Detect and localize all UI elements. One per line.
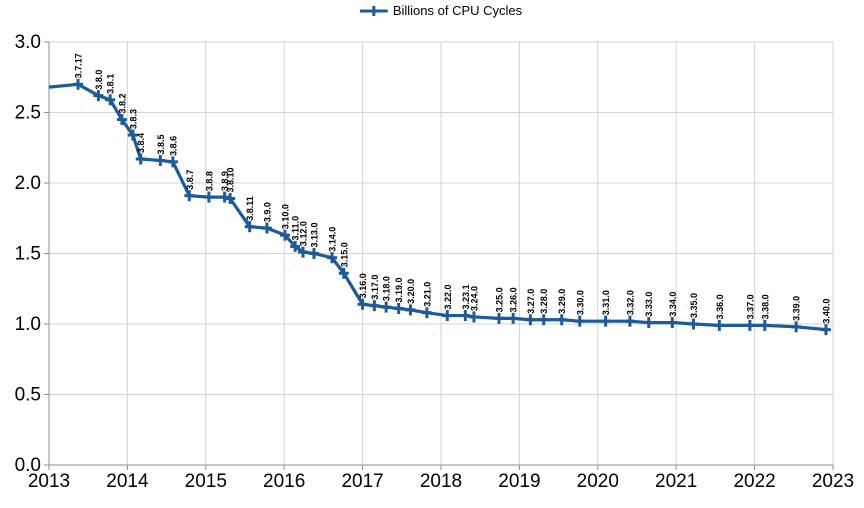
data-point-label: 3.37.0	[745, 294, 755, 319]
data-point-label: 3.8.1	[106, 74, 116, 94]
data-point-label: 3.8.2	[117, 94, 127, 114]
x-tick-label: 2023	[812, 471, 854, 492]
series-line	[48, 82, 827, 332]
data-point-label: 3.13.0	[309, 222, 319, 247]
data-point-label: 3.8.9	[220, 171, 230, 191]
data-point-label: 3.15.0	[339, 242, 349, 267]
data-point-label: 3.35.0	[689, 293, 699, 318]
data-point-label: 3.8.0	[94, 70, 104, 90]
x-tick-label: 2021	[655, 471, 697, 492]
x-tick-label: 2014	[106, 471, 149, 492]
data-point-label: 3.36.0	[715, 294, 725, 319]
data-point-label: 3.29.0	[557, 289, 567, 314]
data-point-label: 3.19.0	[394, 277, 404, 302]
data-point-label: 3.38.0	[760, 294, 770, 319]
data-point-label: 3.28.0	[539, 289, 549, 314]
data-point-label: 3.16.0	[358, 273, 368, 298]
data-point-label: 3.33.0	[644, 292, 654, 317]
y-tick-label: 0.0	[15, 455, 41, 476]
data-point-label: 3.14.0	[328, 227, 338, 252]
data-point-label: 3.34.0	[668, 292, 678, 317]
data-point-label: 3.11.0	[291, 216, 301, 241]
data-point-label: 3.26.0	[509, 287, 519, 312]
y-tick-label: 0.5	[15, 385, 41, 406]
data-point-label: 3.8.7	[185, 170, 195, 190]
x-tick-label: 2019	[498, 471, 540, 492]
x-tick-label: 2015	[185, 471, 227, 492]
y-tick-label: 2.5	[15, 103, 41, 124]
x-tick-label: 2017	[341, 471, 383, 492]
data-point-label: 3.18.0	[382, 276, 392, 301]
data-point-label: 3.12.0	[299, 221, 309, 246]
data-point-label: 3.8.8	[204, 171, 214, 191]
y-tick-label: 2.0	[15, 173, 41, 194]
data-point-label: 3.8.10	[226, 167, 236, 192]
data-point-label: 3.31.0	[601, 290, 611, 315]
legend: Billions of CPU Cycles	[359, 3, 523, 19]
data-point-label: 3.8.11	[245, 196, 255, 221]
data-point-label: 3.40.0	[821, 299, 831, 324]
data-point-label: 3.8.3	[128, 109, 138, 129]
data-point-label: 3.21.0	[422, 282, 432, 307]
data-point-label: 3.8.6	[168, 136, 178, 156]
x-tick-label: 2018	[420, 471, 462, 492]
legend-line-marker-icon	[359, 6, 388, 16]
y-tick-label: 3.0	[15, 32, 41, 53]
data-point-label: 3.24.0	[469, 286, 479, 311]
data-point-label: 3.32.0	[625, 290, 635, 315]
data-point-label: 3.30.0	[575, 290, 585, 315]
data-point-label: 3.17.0	[370, 275, 380, 300]
x-tick-label: 2016	[263, 471, 305, 492]
data-point-label: 3.23.1	[461, 285, 471, 310]
data-point-label: 3.7.17	[74, 53, 84, 78]
data-point-label: 3.10.0	[280, 204, 290, 229]
x-tick-label: 2022	[733, 471, 775, 492]
data-point-label: 3.39.0	[792, 296, 802, 321]
y-tick-label: 1.0	[15, 314, 41, 335]
data-point-label: 3.20.0	[406, 279, 416, 304]
data-point-label: 3.8.4	[136, 133, 146, 153]
data-point-label: 3.27.0	[526, 289, 536, 314]
legend-label: Billions of CPU Cycles	[392, 3, 523, 18]
data-point-label: 3.25.0	[495, 287, 505, 312]
data-point-label: 3.8.5	[156, 134, 166, 154]
data-point-label: 3.9.0	[262, 202, 272, 222]
x-tick-label: 2020	[577, 471, 619, 492]
data-point-label: 3.22.0	[443, 285, 453, 310]
x-tick-label: 2013	[28, 471, 70, 492]
y-tick-label: 1.5	[15, 244, 41, 265]
